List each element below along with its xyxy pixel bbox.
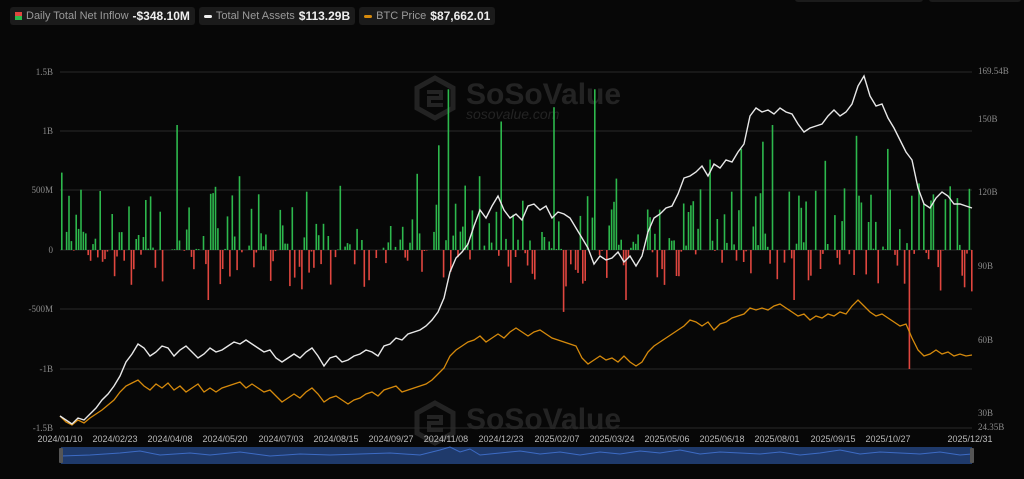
y-axis-right: 169.54B 150B 120B 90B 60B 30B 24.35B [978, 66, 1009, 432]
svg-text:2025/06/18: 2025/06/18 [699, 434, 744, 444]
line-swatch-icon [364, 14, 373, 18]
svg-text:2025/10/27: 2025/10/27 [865, 434, 910, 444]
svg-text:1B: 1B [42, 126, 53, 136]
svg-text:-500M: -500M [29, 304, 54, 314]
svg-text:2024/08/15: 2024/08/15 [313, 434, 358, 444]
svg-text:2025/09/15: 2025/09/15 [810, 434, 855, 444]
svg-text:169.54B: 169.54B [978, 66, 1009, 76]
svg-text:2024/12/23: 2024/12/23 [478, 434, 523, 444]
svg-text:24.35B: 24.35B [978, 422, 1004, 432]
svg-text:120B: 120B [978, 187, 998, 197]
svg-text:2024/11/08: 2024/11/08 [424, 434, 468, 444]
svg-text:150B: 150B [978, 114, 998, 124]
svg-text:2024/04/08: 2024/04/08 [147, 434, 192, 444]
legend: Daily Total Net Inflow -$348.10M Total N… [10, 7, 496, 25]
line-swatch-icon [203, 14, 212, 18]
svg-text:0: 0 [49, 245, 54, 255]
svg-text:90B: 90B [978, 261, 993, 271]
toolbar-button[interactable] [929, 0, 1021, 2]
svg-text:30B: 30B [978, 408, 993, 418]
svg-text:1.5B: 1.5B [36, 67, 53, 77]
svg-text:SoSoValue: SoSoValue [466, 403, 621, 436]
legend-item-btc[interactable]: BTC Price $87,662.01 [359, 7, 496, 25]
x-axis: 2024/01/10 2024/02/23 2024/04/08 2024/05… [37, 434, 992, 444]
range-handle-left[interactable] [59, 448, 63, 463]
svg-text:-1.5B: -1.5B [33, 423, 53, 433]
inflow-bars [61, 89, 973, 369]
svg-text:2024/01/10: 2024/01/10 [37, 434, 82, 444]
btc-price-line [59, 299, 973, 426]
svg-text:500M: 500M [31, 185, 53, 195]
svg-text:sosovalue.com: sosovalue.com [466, 106, 560, 122]
logo-icon [414, 75, 456, 121]
svg-text:2025/03/24: 2025/03/24 [589, 434, 634, 444]
range-navigator[interactable] [59, 446, 974, 464]
bar-swatch-icon [15, 12, 22, 20]
legend-item-inflow[interactable]: Daily Total Net Inflow -$348.10M [10, 7, 195, 25]
legend-item-assets[interactable]: Total Net Assets $113.29B [198, 7, 356, 25]
svg-text:2025/02/07: 2025/02/07 [534, 434, 579, 444]
svg-text:2025/12/31: 2025/12/31 [947, 434, 992, 444]
svg-text:60B: 60B [978, 335, 993, 345]
range-handle-right[interactable] [970, 448, 974, 463]
svg-text:2025/08/01: 2025/08/01 [754, 434, 799, 444]
svg-text:2025/05/06: 2025/05/06 [644, 434, 689, 444]
y-axis-left: 1.5B 1B 500M 0 -500M -1B -1.5B [29, 67, 54, 433]
svg-text:-1B: -1B [40, 364, 54, 374]
svg-text:2024/09/27: 2024/09/27 [368, 434, 413, 444]
svg-text:2024/07/03: 2024/07/03 [258, 434, 303, 444]
svg-text:2024/02/23: 2024/02/23 [92, 434, 137, 444]
toolbar-button[interactable] [795, 0, 923, 2]
svg-text:2024/05/20: 2024/05/20 [202, 434, 247, 444]
total-net-assets-line [59, 74, 973, 425]
